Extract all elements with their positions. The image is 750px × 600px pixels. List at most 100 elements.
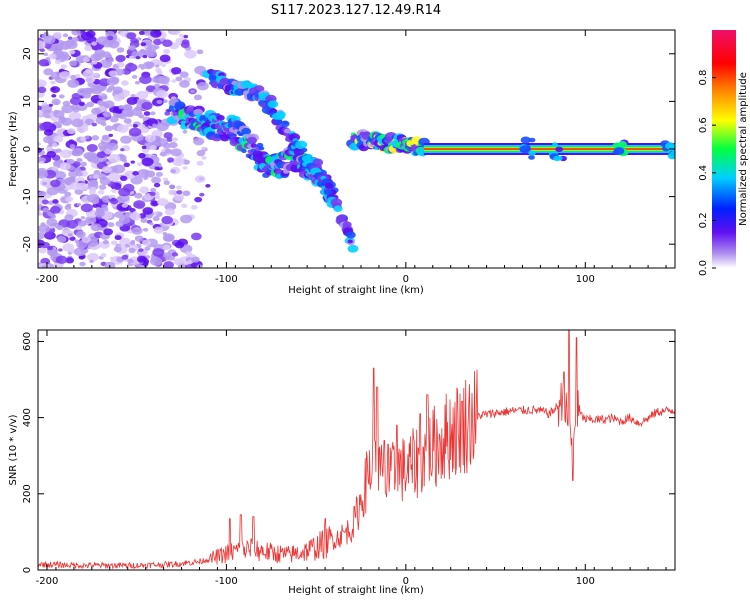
heatmap-cell	[143, 111, 151, 116]
heatmap-cell	[114, 114, 120, 118]
heatmap-cell	[65, 196, 74, 203]
heatmap-cell	[65, 257, 75, 264]
heatmap-cell	[164, 111, 171, 116]
heatmap-cell	[169, 184, 175, 189]
heatmap-cell	[64, 191, 72, 197]
heatmap-cell	[168, 189, 177, 196]
heatmap-cell	[61, 104, 74, 114]
y-tick-label: 10	[22, 95, 33, 108]
snr-xlabel: Height of straight line (km)	[288, 585, 424, 596]
heatmap-cell	[196, 150, 206, 157]
heatmap-cell	[93, 72, 100, 77]
colorbar-tick-label: 0.6	[698, 117, 709, 133]
heatmap-cell	[76, 202, 82, 207]
heatmap-cell	[48, 225, 54, 229]
heatmap-cell	[107, 172, 121, 182]
heatmap-cell	[60, 64, 67, 69]
heatmap-cell	[38, 224, 51, 234]
heatmap-cell	[43, 129, 54, 136]
heatmap-cell	[44, 232, 52, 238]
heatmap-cell	[140, 66, 145, 70]
heatmap-cell	[68, 170, 79, 178]
heatmap-cell	[144, 246, 151, 251]
x-tick-label: 0	[403, 576, 409, 587]
heatmap-cell	[136, 90, 149, 100]
y-tick-label: 20	[22, 47, 33, 60]
heatmap-cell	[43, 68, 54, 76]
heatmap-cell	[146, 49, 157, 58]
heatmap-cell	[71, 30, 81, 36]
heatmap-cell	[173, 258, 183, 266]
heatmap-cell	[216, 114, 225, 121]
heatmap-cell	[69, 182, 82, 191]
heatmap-cell	[136, 255, 147, 263]
heatmap-cell	[56, 225, 64, 231]
x-tick-label: 100	[576, 576, 595, 587]
heatmap-cell	[196, 160, 204, 166]
snr-ylabel: SNR (10 * v/v)	[8, 414, 19, 485]
heatmap-cell	[45, 121, 52, 127]
snr-series-line	[38, 330, 675, 570]
heatmap-cell	[89, 259, 94, 264]
heatmap-cell	[180, 120, 187, 125]
heatmap-cell	[301, 147, 308, 153]
heatmap-cell	[138, 248, 144, 253]
heatmap-cell	[184, 49, 197, 59]
heatmap-cell	[108, 40, 120, 49]
x-tick-label: -100	[215, 576, 238, 587]
heatmap-cell	[108, 58, 115, 63]
heatmap-cell	[133, 200, 146, 209]
heatmap-cell	[152, 123, 157, 127]
heatmap-ylabel: Frequency (Hz)	[8, 111, 19, 187]
heatmap-cell	[99, 44, 105, 48]
heatmap-cell	[126, 97, 138, 105]
heatmap-cell	[52, 199, 59, 204]
heatmap-cell	[121, 108, 134, 117]
heatmap-cell	[80, 136, 87, 142]
heatmap-cell	[153, 38, 163, 46]
heatmap-cell	[520, 136, 531, 144]
heatmap-cell	[48, 103, 53, 107]
heatmap-cell	[102, 112, 108, 116]
heatmap-cell	[98, 189, 105, 195]
heatmap-cell	[176, 190, 183, 195]
heatmap-cell	[347, 239, 353, 244]
heatmap-cell	[54, 171, 67, 180]
heatmap-cell	[139, 75, 152, 85]
heatmap-cell	[295, 140, 308, 150]
heatmap-cell	[132, 211, 138, 215]
heatmap-cell	[246, 136, 257, 145]
heatmap-cell	[345, 231, 356, 239]
heatmap-cell	[69, 60, 78, 67]
heatmap-cell	[141, 239, 152, 246]
heatmap-cell	[57, 235, 67, 243]
heatmap-cell	[45, 146, 53, 152]
heatmap-cell	[250, 143, 257, 148]
heatmap-cell	[113, 94, 124, 102]
heatmap-cell	[138, 123, 146, 129]
y-tick-label: 0	[22, 146, 33, 152]
heatmap-cell	[67, 233, 73, 237]
heatmap-cell	[38, 190, 47, 197]
heatmap-cell	[143, 176, 149, 181]
heatmap-cell	[159, 151, 167, 157]
heatmap-cell	[38, 109, 44, 118]
heatmap-cell	[98, 184, 107, 190]
heatmap-cell	[347, 244, 359, 253]
heatmap-cell	[83, 152, 94, 160]
heatmap-cell	[163, 180, 170, 186]
heatmap-cell	[528, 137, 536, 143]
heatmap-cell	[190, 232, 202, 241]
heatmap-cell	[120, 135, 132, 144]
heatmap-cell	[97, 99, 106, 106]
heatmap-cell	[553, 155, 561, 162]
heatmap-cell	[85, 75, 96, 84]
heatmap-cell	[256, 142, 264, 148]
heatmap-cell	[176, 185, 182, 190]
heatmap-cell	[132, 171, 139, 176]
heatmap-cell	[90, 85, 103, 95]
heatmap-cell	[76, 157, 83, 163]
heatmap-cell	[171, 137, 178, 142]
heatmap-cell	[181, 203, 188, 209]
heatmap-cell	[62, 100, 71, 107]
